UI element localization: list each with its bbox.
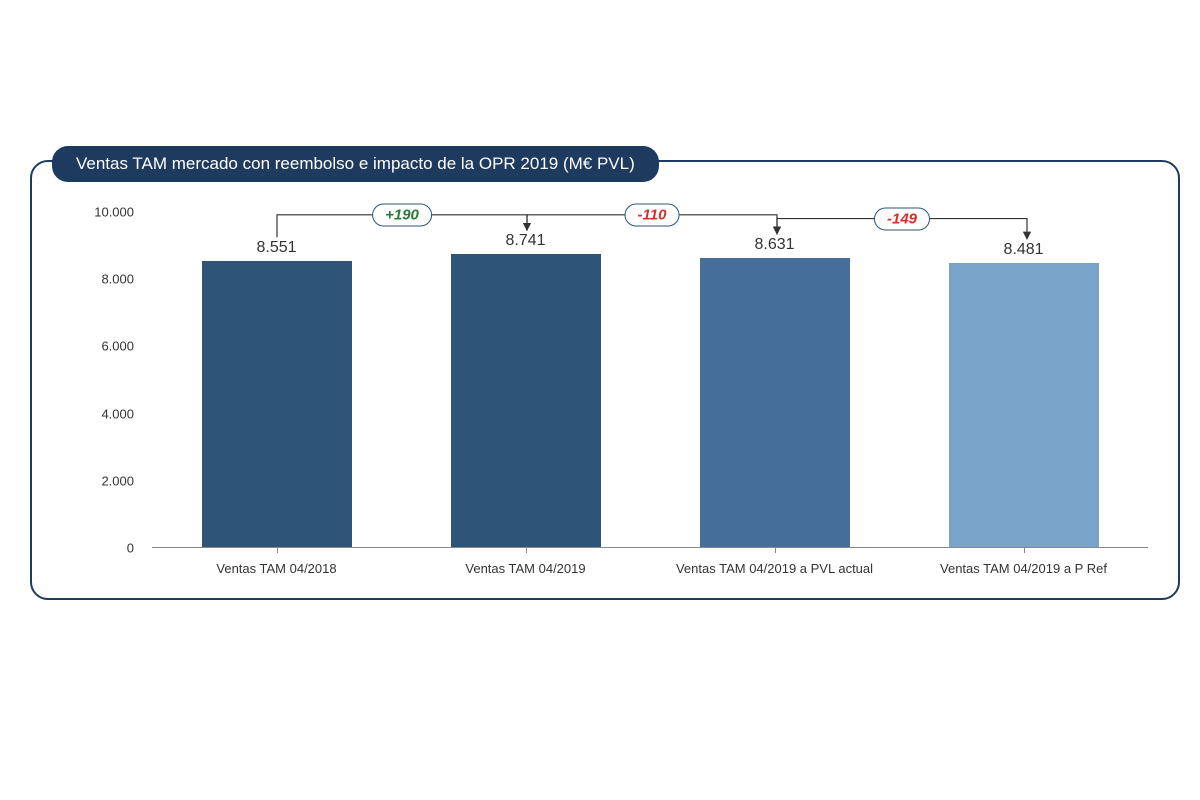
y-tick-label: 4.000 — [101, 406, 134, 421]
bar-group: 8.741 — [401, 212, 650, 547]
bar: 8.481 — [949, 263, 1099, 547]
x-tick — [1024, 547, 1025, 553]
bar-value-label: 8.741 — [451, 232, 601, 250]
bar-group: 8.551 — [152, 212, 401, 547]
plot-area: 02.0004.0006.0008.00010.000 8.5518.7418.… — [92, 212, 1148, 548]
x-axis-label: Ventas TAM 04/2019 a P Ref — [899, 561, 1148, 576]
y-tick-label: 8.000 — [101, 272, 134, 287]
bars-region: 8.551 8.741 8.631 8.481 — [152, 212, 1148, 548]
x-tick — [775, 547, 776, 553]
x-tick — [526, 547, 527, 553]
y-tick-label: 10.000 — [94, 205, 134, 220]
x-axis-label: Ventas TAM 04/2019 a PVL actual — [650, 561, 899, 576]
bar-group: 8.631 — [650, 212, 899, 547]
bar-value-label: 8.631 — [700, 236, 850, 254]
bar-group: 8.481 — [899, 212, 1148, 547]
chart-title: Ventas TAM mercado con reembolso e impac… — [52, 146, 659, 182]
y-tick-label: 2.000 — [101, 473, 134, 488]
bar: 8.741 — [451, 254, 601, 547]
y-tick-label: 6.000 — [101, 339, 134, 354]
y-tick-label: 0 — [127, 541, 134, 556]
chart-container: Ventas TAM mercado con reembolso e impac… — [30, 160, 1180, 600]
bar: 8.551 — [202, 261, 352, 547]
bar-value-label: 8.481 — [949, 241, 1099, 259]
x-axis-labels: Ventas TAM 04/2018Ventas TAM 04/2019Vent… — [152, 561, 1148, 576]
bar-value-label: 8.551 — [202, 239, 352, 257]
y-axis: 02.0004.0006.0008.00010.000 — [92, 212, 142, 548]
x-tick — [277, 547, 278, 553]
x-axis-label: Ventas TAM 04/2019 — [401, 561, 650, 576]
bar: 8.631 — [700, 258, 850, 547]
x-axis-label: Ventas TAM 04/2018 — [152, 561, 401, 576]
